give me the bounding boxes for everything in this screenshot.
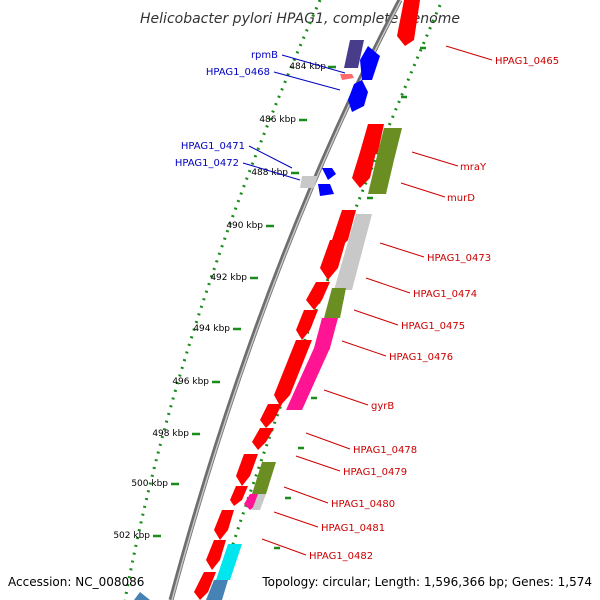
gene-feature-red-0482b[interactable] <box>206 540 226 570</box>
tick-label: 488 kbp <box>251 168 288 178</box>
gene-feature-red-long[interactable] <box>274 340 312 406</box>
gene-label-hpag1-0480[interactable]: HPAG1_0480 <box>331 499 395 510</box>
gene-feature-blue-bottom[interactable] <box>134 592 150 600</box>
gene-label-rpmb[interactable]: rpmB <box>251 50 278 61</box>
leader-line <box>353 309 399 326</box>
gene-label-hpag1-0465[interactable]: HPAG1_0465 <box>495 56 559 67</box>
gene-feature-grey-0472[interactable] <box>300 176 318 188</box>
tick-label: 494 kbp <box>193 324 230 334</box>
gene-feature-murd[interactable] <box>352 152 376 188</box>
gene-feature-gyrb[interactable] <box>286 348 330 410</box>
gene-feature-hpag1-0471[interactable] <box>322 168 336 180</box>
gene-label-hpag1-0474[interactable]: HPAG1_0474 <box>413 289 477 300</box>
gene-label-hpag1-0472[interactable]: HPAG1_0472 <box>175 158 239 169</box>
gene-feature-hpag1-0476[interactable] <box>314 318 338 348</box>
map-title: Helicobacter pylori HPAG1, complete geno… <box>140 11 460 27</box>
leader-line <box>323 389 369 406</box>
gene-label-murd[interactable]: murD <box>447 193 475 204</box>
gene-feature-hpag1-0478[interactable] <box>260 404 282 428</box>
gene-feature-hpag1-0479[interactable] <box>252 428 274 450</box>
leader-line <box>281 54 346 74</box>
tick-label: 486 kbp <box>259 115 296 125</box>
outer-dotted-track <box>213 4 442 600</box>
tick-label: 490 kbp <box>226 221 263 231</box>
kbp-scale: 484 kbp 486 kbp 488 kbp 490 kbp 492 kbp … <box>113 62 336 541</box>
gene-feature-hpag1-0465[interactable] <box>397 0 420 46</box>
tick-label: 500 kbp <box>131 479 168 489</box>
gene-feature-red-bottom[interactable] <box>194 572 216 600</box>
gene-feature-steel[interactable] <box>206 580 228 600</box>
leader-line <box>295 455 341 472</box>
gene-feature-olive[interactable] <box>368 160 394 194</box>
gene-feature-grey-0481[interactable] <box>252 494 266 510</box>
gene-feature-hpag1-0475b[interactable] <box>296 310 318 340</box>
leader-line <box>365 277 411 294</box>
gene-feature-hpag1-0468-mini[interactable] <box>340 74 354 80</box>
topology-text: Topology: circular; Length: 1,596,366 bp… <box>261 575 592 589</box>
gene-feature-red-0480[interactable] <box>236 454 258 486</box>
gene-label-hpag1-0468[interactable]: HPAG1_0468 <box>206 67 270 78</box>
leader-line <box>273 71 341 91</box>
leader-line <box>445 45 493 61</box>
forward-labels: rpmB HPAG1_0468 HPAG1_0471 HPAG1_0472 <box>175 50 278 169</box>
leader-line <box>411 151 459 167</box>
inner-dotted-track <box>123 0 322 600</box>
gene-feature-cyan[interactable] <box>216 544 242 580</box>
leader-line <box>283 486 329 504</box>
gene-label-gyrb[interactable]: gyrB <box>371 401 394 412</box>
gene-feature-red-0481[interactable] <box>230 486 248 506</box>
gene-feature-hpag1-0472[interactable] <box>318 184 334 196</box>
gene-feature-blue-top[interactable] <box>360 46 380 80</box>
leader-line <box>305 432 351 450</box>
gene-track-forward <box>300 40 380 196</box>
gene-label-mray[interactable]: mraY <box>460 162 487 173</box>
tick-label: 484 kbp <box>289 62 326 72</box>
gene-label-hpag1-0479[interactable]: HPAG1_0479 <box>343 467 407 478</box>
gene-label-hpag1-0471[interactable]: HPAG1_0471 <box>181 141 245 152</box>
gene-feature-hpag1-0475[interactable] <box>324 288 346 318</box>
reverse-labels: HPAG1_0465 mraY murD HPAG1_0473 HPAG1_04… <box>309 56 559 562</box>
leader-line <box>379 242 425 258</box>
gene-label-hpag1-0478[interactable]: HPAG1_0478 <box>353 445 417 456</box>
leader-line <box>400 182 446 198</box>
gene-feature-hpag1-0473b[interactable] <box>320 240 346 280</box>
gene-feature-grey[interactable] <box>334 214 372 290</box>
leader-line <box>341 340 387 357</box>
reverse-leader-lines <box>261 45 493 556</box>
gene-feature-hpag1-0474[interactable] <box>306 282 330 310</box>
gene-label-hpag1-0473[interactable]: HPAG1_0473 <box>427 253 491 264</box>
leader-line <box>248 145 293 169</box>
accession-text: Accession: NC_008086 <box>8 575 144 589</box>
leader-line <box>273 511 319 528</box>
leader-line <box>261 538 307 556</box>
leader-line <box>242 162 301 181</box>
gene-feature-olive[interactable] <box>376 128 402 160</box>
tick-label: 496 kbp <box>172 377 209 387</box>
gene-feature-hpag1-0480[interactable] <box>252 462 276 494</box>
forward-leader-lines <box>242 54 346 181</box>
gene-track-reverse <box>134 0 420 600</box>
gene-feature-rpmb[interactable] <box>344 40 364 68</box>
gene-label-hpag1-0481[interactable]: HPAG1_0481 <box>321 523 385 534</box>
tick-label: 502 kbp <box>113 531 150 541</box>
gene-label-hpag1-0482[interactable]: HPAG1_0482 <box>309 551 373 562</box>
gene-feature-hpag1-0482[interactable] <box>214 510 234 540</box>
gene-label-hpag1-0475[interactable]: HPAG1_0475 <box>401 321 465 332</box>
gene-feature-hpag1-0468[interactable] <box>348 80 368 112</box>
tick-label: 492 kbp <box>210 273 247 283</box>
tick-label: 498 kbp <box>152 429 189 439</box>
gene-label-hpag1-0476[interactable]: HPAG1_0476 <box>389 352 453 363</box>
